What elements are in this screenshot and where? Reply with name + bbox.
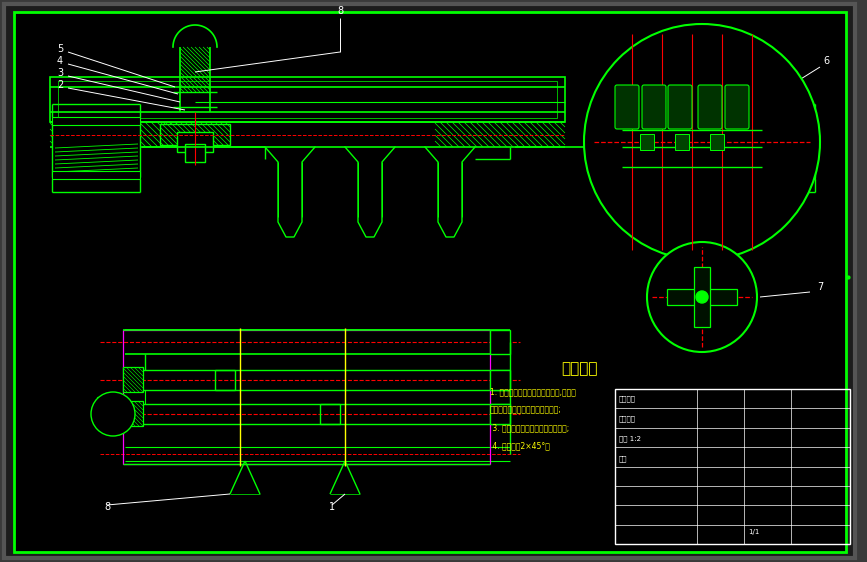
Bar <box>727 171 815 179</box>
Text: 装各组件接触处应光洁平整无间隙;: 装各组件接触处应光洁平整无间隙; <box>490 406 562 415</box>
FancyBboxPatch shape <box>615 85 639 129</box>
Bar <box>615 389 850 544</box>
Text: 比例 1:2: 比例 1:2 <box>619 436 641 442</box>
Text: 图样名称: 图样名称 <box>619 396 636 402</box>
Bar <box>123 330 490 464</box>
Circle shape <box>647 242 757 352</box>
Bar <box>490 404 510 424</box>
Bar <box>490 370 510 390</box>
Bar <box>640 134 654 150</box>
Bar <box>123 367 143 392</box>
FancyBboxPatch shape <box>698 85 722 129</box>
Text: 2: 2 <box>57 80 63 90</box>
Text: 材料: 材料 <box>619 456 628 463</box>
Text: 1/1: 1/1 <box>748 529 759 535</box>
Text: 8: 8 <box>337 6 343 16</box>
FancyBboxPatch shape <box>668 85 692 129</box>
Text: 1: 1 <box>329 502 335 512</box>
Bar <box>667 289 737 305</box>
Bar <box>160 124 230 145</box>
Text: 4: 4 <box>57 56 63 66</box>
Text: 图样代号: 图样代号 <box>619 416 636 422</box>
Bar <box>727 122 815 177</box>
Text: 7: 7 <box>817 282 823 292</box>
Bar <box>177 132 213 152</box>
Bar <box>727 117 815 125</box>
Bar <box>52 117 140 125</box>
Bar <box>675 134 689 150</box>
Circle shape <box>696 291 708 303</box>
Text: 8: 8 <box>104 502 110 512</box>
FancyBboxPatch shape <box>725 85 749 129</box>
Text: 技术要求: 技术要求 <box>562 361 598 377</box>
Circle shape <box>584 24 820 260</box>
Text: 6: 6 <box>823 56 829 66</box>
Text: 4. 未注倒角2×45°；: 4. 未注倒角2×45°； <box>490 442 550 451</box>
FancyBboxPatch shape <box>642 85 666 129</box>
Text: 1. 装配时应严格按照工艺的要求,顺序组: 1. 装配时应严格按照工艺的要求,顺序组 <box>490 388 576 397</box>
Bar <box>58 81 557 118</box>
Bar <box>123 401 143 426</box>
Bar <box>185 144 205 162</box>
Bar <box>710 134 724 150</box>
Bar <box>52 171 140 179</box>
Circle shape <box>91 392 135 436</box>
Bar <box>50 77 565 122</box>
Text: 3: 3 <box>57 68 63 78</box>
Text: 3. 自锁及互锁装置所用球作为相球;: 3. 自锁及互锁装置所用球作为相球; <box>490 424 570 433</box>
Bar <box>52 122 140 177</box>
Bar <box>490 330 510 354</box>
Bar <box>694 267 710 327</box>
Text: 5: 5 <box>57 44 63 54</box>
